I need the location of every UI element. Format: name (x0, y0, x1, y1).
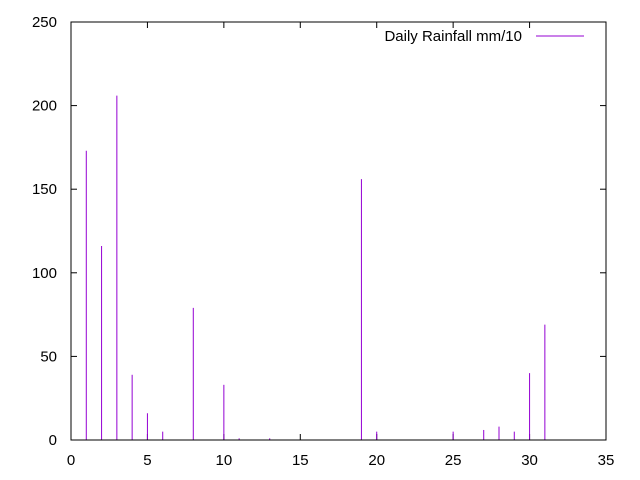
x-tick-label: 30 (521, 452, 538, 469)
y-tick-label: 100 (32, 265, 57, 282)
x-tick-label: 0 (67, 452, 75, 469)
impulse-bars (85, 95, 546, 440)
y-tick-label: 250 (32, 14, 57, 31)
axis-ticks: 0 5 10 15 20 25 30 35 0 50 100 150 200 250 (32, 14, 614, 469)
x-tick-label: 5 (143, 452, 151, 469)
x-tick-label: 25 (445, 452, 462, 469)
legend: Daily Rainfall mm/10 (384, 28, 584, 45)
x-tick-label: 15 (292, 452, 309, 469)
x-tick-label: 10 (216, 452, 233, 469)
plot-frame (70, 21, 607, 441)
legend-label: Daily Rainfall mm/10 (384, 28, 522, 45)
x-tick-label: 20 (368, 452, 385, 469)
y-tick-label: 0 (49, 432, 57, 449)
y-tick-label: 200 (32, 98, 57, 115)
y-tick-label: 50 (40, 348, 57, 365)
x-tick-label: 35 (598, 452, 615, 469)
y-tick-label: 150 (32, 181, 57, 198)
